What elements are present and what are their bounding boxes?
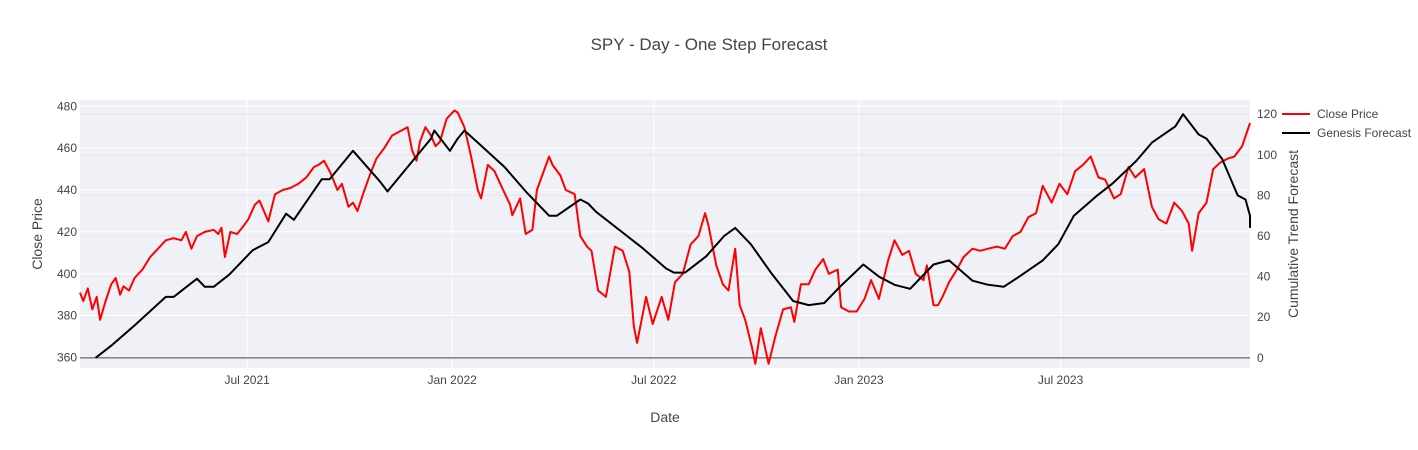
legend: Close Price Genesis Forecast	[1282, 107, 1412, 140]
y2-tick-label: 120	[1257, 107, 1277, 121]
legend-item-genesis-forecast[interactable]: Genesis Forecast	[1282, 126, 1412, 140]
y2-axis-title: Cumulative Trend Forecast	[1285, 150, 1301, 318]
y2-tick-label: 20	[1257, 310, 1271, 324]
x-axis-title: Date	[650, 409, 680, 425]
close-price-line[interactable]	[79, 109, 1251, 365]
y-axis-ticks: 360 380 400 420 440 460 480	[57, 99, 77, 364]
y-tick-label: 360	[57, 351, 77, 365]
y-tick-label: 460	[57, 141, 77, 155]
genesis-forecast-line[interactable]	[94, 113, 1251, 359]
plot-area	[80, 100, 1250, 368]
legend-label-genesis-forecast: Genesis Forecast	[1317, 126, 1412, 140]
y2-tick-label: 0	[1257, 351, 1264, 365]
y-tick-label: 420	[57, 225, 77, 239]
y-axis-title: Close Price	[29, 198, 45, 270]
legend-label-close-price: Close Price	[1317, 107, 1379, 121]
x-axis-ticks: Jul 2021 Jan 2022 Jul 2022 Jan 2023 Jul 2023	[224, 373, 1083, 387]
y2-axis-ticks: 0 20 40 60 80 100 120	[1257, 107, 1277, 365]
y2-tick-label: 100	[1257, 148, 1277, 162]
y2-tick-label: 60	[1257, 229, 1271, 243]
x-tick-label: Jan 2023	[834, 373, 884, 387]
y2-tick-label: 80	[1257, 188, 1271, 202]
x-tick-label: Jul 2021	[224, 373, 270, 387]
y-tick-label: 440	[57, 183, 77, 197]
chart-title: SPY - Day - One Step Forecast	[591, 35, 828, 54]
x-tick-label: Jan 2022	[427, 373, 477, 387]
x-tick-label: Jul 2022	[631, 373, 677, 387]
y-tick-label: 480	[57, 99, 77, 113]
x-tick-label: Jul 2023	[1038, 373, 1084, 387]
y-tick-label: 400	[57, 267, 77, 281]
y2-tick-label: 40	[1257, 270, 1271, 284]
y-tick-label: 380	[57, 309, 77, 323]
legend-item-close-price[interactable]: Close Price	[1282, 107, 1379, 121]
